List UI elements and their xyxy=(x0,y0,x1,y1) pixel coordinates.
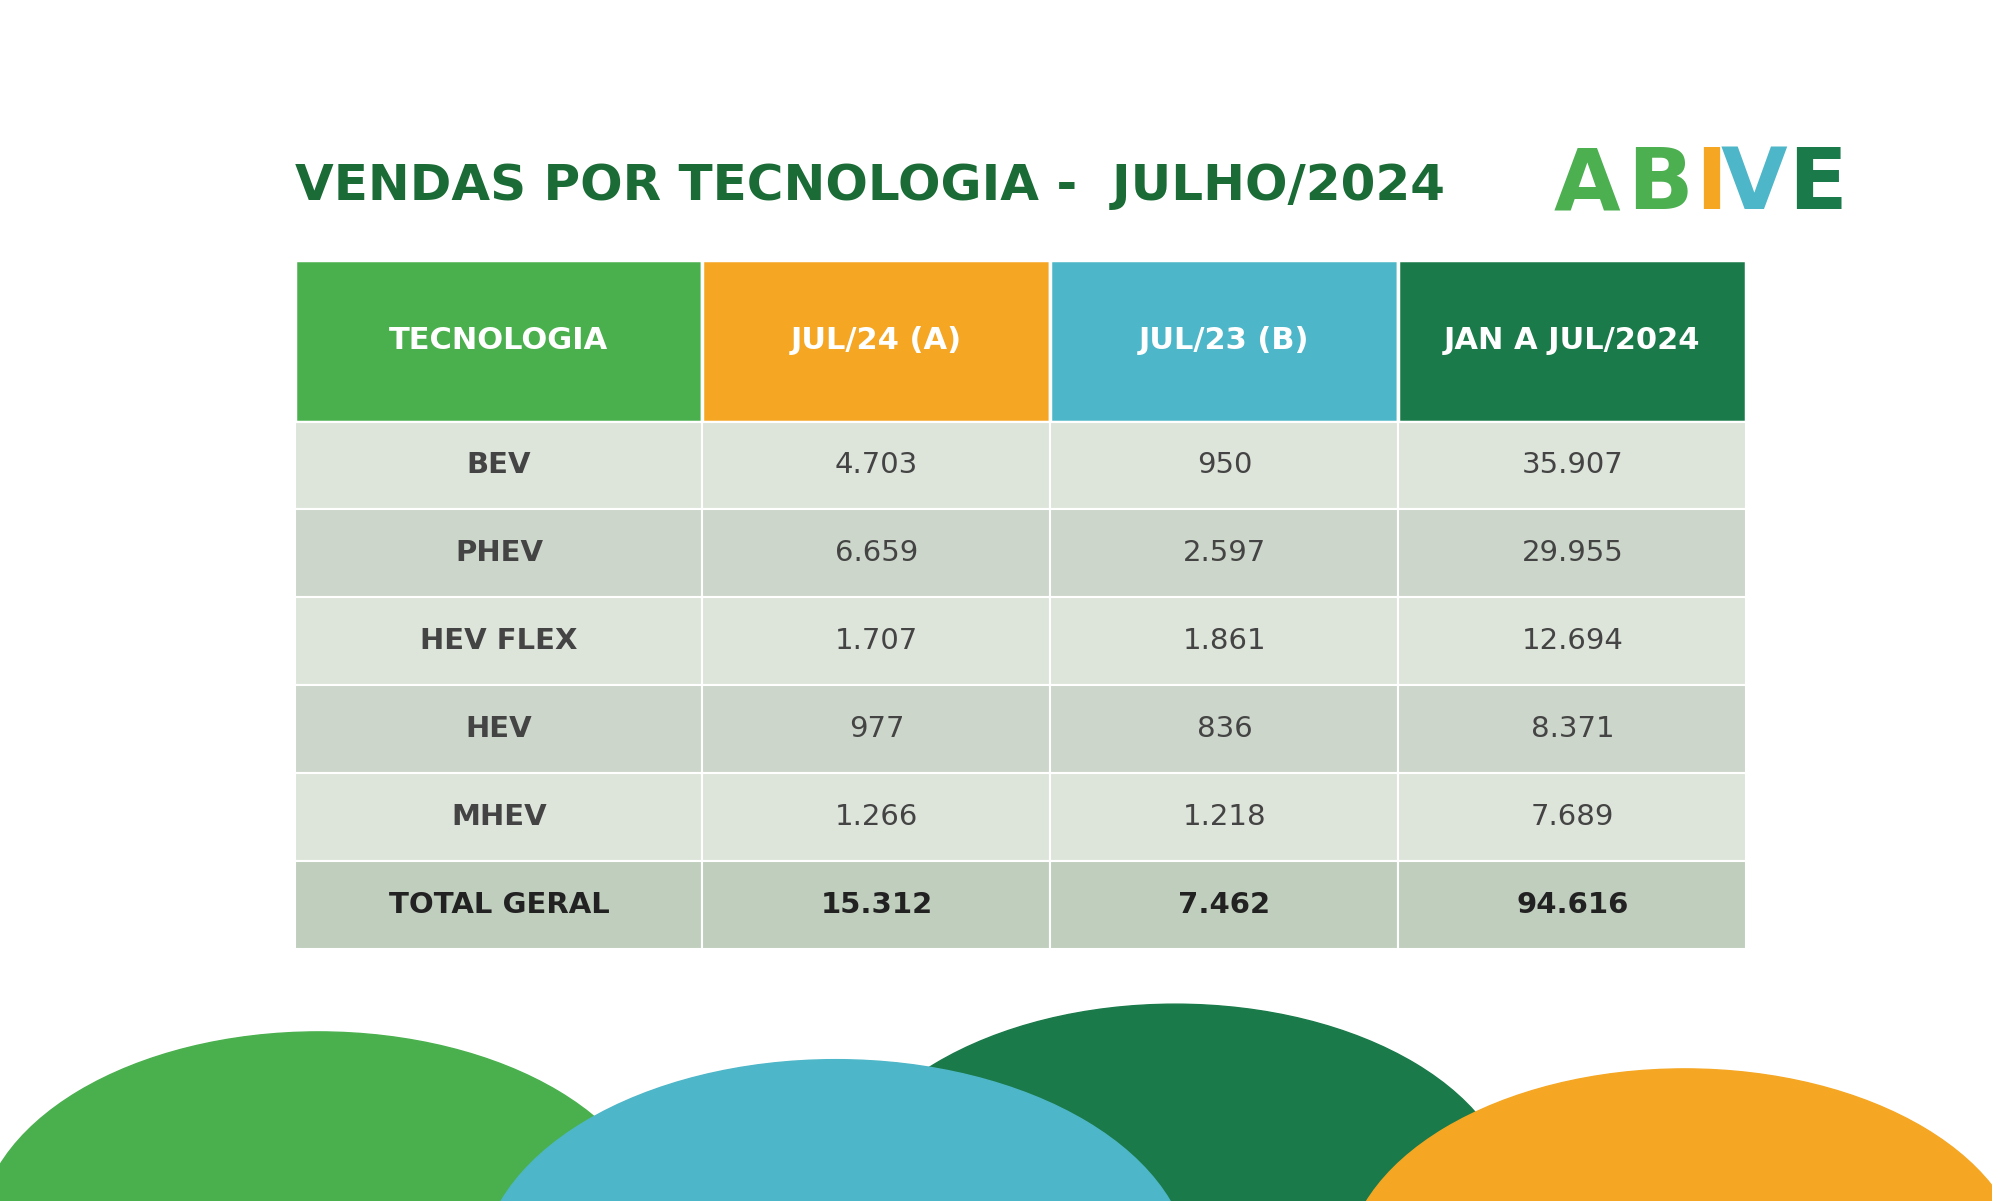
Text: 977: 977 xyxy=(849,715,904,743)
FancyBboxPatch shape xyxy=(1050,773,1398,861)
Text: PHEV: PHEV xyxy=(454,539,544,567)
Text: JUL/24 (A): JUL/24 (A) xyxy=(791,327,962,355)
Text: 1.707: 1.707 xyxy=(835,627,918,656)
FancyBboxPatch shape xyxy=(703,597,1050,685)
Text: HEV FLEX: HEV FLEX xyxy=(420,627,578,656)
FancyBboxPatch shape xyxy=(295,259,703,422)
FancyBboxPatch shape xyxy=(703,422,1050,509)
Text: 7.462: 7.462 xyxy=(1179,891,1271,919)
Text: VENDAS POR TECNOLOGIA -  JULHO/2024: VENDAS POR TECNOLOGIA - JULHO/2024 xyxy=(295,162,1446,210)
Text: 1.861: 1.861 xyxy=(1183,627,1267,656)
Text: 12.694: 12.694 xyxy=(1522,627,1623,656)
Text: BEV: BEV xyxy=(466,452,532,479)
Text: 6.659: 6.659 xyxy=(835,539,918,567)
Text: 1.266: 1.266 xyxy=(835,803,918,831)
FancyBboxPatch shape xyxy=(1050,422,1398,509)
FancyBboxPatch shape xyxy=(1398,685,1747,773)
Text: E: E xyxy=(1789,144,1847,227)
Text: V: V xyxy=(1721,144,1787,227)
Circle shape xyxy=(480,1059,1191,1201)
FancyBboxPatch shape xyxy=(1050,861,1398,949)
Circle shape xyxy=(837,1004,1516,1201)
Text: 950: 950 xyxy=(1197,452,1253,479)
FancyBboxPatch shape xyxy=(1398,509,1747,597)
Text: MHEV: MHEV xyxy=(450,803,546,831)
Text: TECNOLOGIA: TECNOLOGIA xyxy=(388,327,608,355)
Text: TOTAL GERAL: TOTAL GERAL xyxy=(388,891,610,919)
FancyBboxPatch shape xyxy=(1050,685,1398,773)
Text: A: A xyxy=(1554,144,1619,227)
FancyBboxPatch shape xyxy=(703,773,1050,861)
Text: 35.907: 35.907 xyxy=(1522,452,1623,479)
FancyBboxPatch shape xyxy=(295,685,703,773)
Text: 2.597: 2.597 xyxy=(1183,539,1267,567)
Text: B: B xyxy=(1627,144,1693,227)
FancyBboxPatch shape xyxy=(295,509,703,597)
Text: JUL/23 (B): JUL/23 (B) xyxy=(1139,327,1309,355)
Circle shape xyxy=(179,1124,859,1201)
FancyBboxPatch shape xyxy=(703,259,1050,422)
Circle shape xyxy=(0,1032,657,1201)
FancyBboxPatch shape xyxy=(1398,597,1747,685)
Text: 836: 836 xyxy=(1197,715,1253,743)
Text: 8.371: 8.371 xyxy=(1530,715,1614,743)
FancyBboxPatch shape xyxy=(703,861,1050,949)
Text: 7.689: 7.689 xyxy=(1530,803,1614,831)
Text: 15.312: 15.312 xyxy=(821,891,932,919)
Text: 29.955: 29.955 xyxy=(1522,539,1623,567)
FancyBboxPatch shape xyxy=(1050,597,1398,685)
FancyBboxPatch shape xyxy=(295,861,703,949)
FancyBboxPatch shape xyxy=(703,685,1050,773)
FancyBboxPatch shape xyxy=(1050,509,1398,597)
FancyBboxPatch shape xyxy=(295,773,703,861)
Circle shape xyxy=(1345,1069,1992,1201)
FancyBboxPatch shape xyxy=(1398,773,1747,861)
Text: 4.703: 4.703 xyxy=(835,452,918,479)
Text: 94.616: 94.616 xyxy=(1516,891,1629,919)
FancyBboxPatch shape xyxy=(1398,259,1747,422)
FancyBboxPatch shape xyxy=(1398,861,1747,949)
Text: HEV: HEV xyxy=(466,715,532,743)
FancyBboxPatch shape xyxy=(1050,259,1398,422)
FancyBboxPatch shape xyxy=(703,509,1050,597)
Text: 1.218: 1.218 xyxy=(1183,803,1267,831)
FancyBboxPatch shape xyxy=(295,422,703,509)
Text: I: I xyxy=(1695,144,1727,227)
FancyBboxPatch shape xyxy=(1398,422,1747,509)
Text: JAN A JUL/2024: JAN A JUL/2024 xyxy=(1444,327,1701,355)
FancyBboxPatch shape xyxy=(295,597,703,685)
